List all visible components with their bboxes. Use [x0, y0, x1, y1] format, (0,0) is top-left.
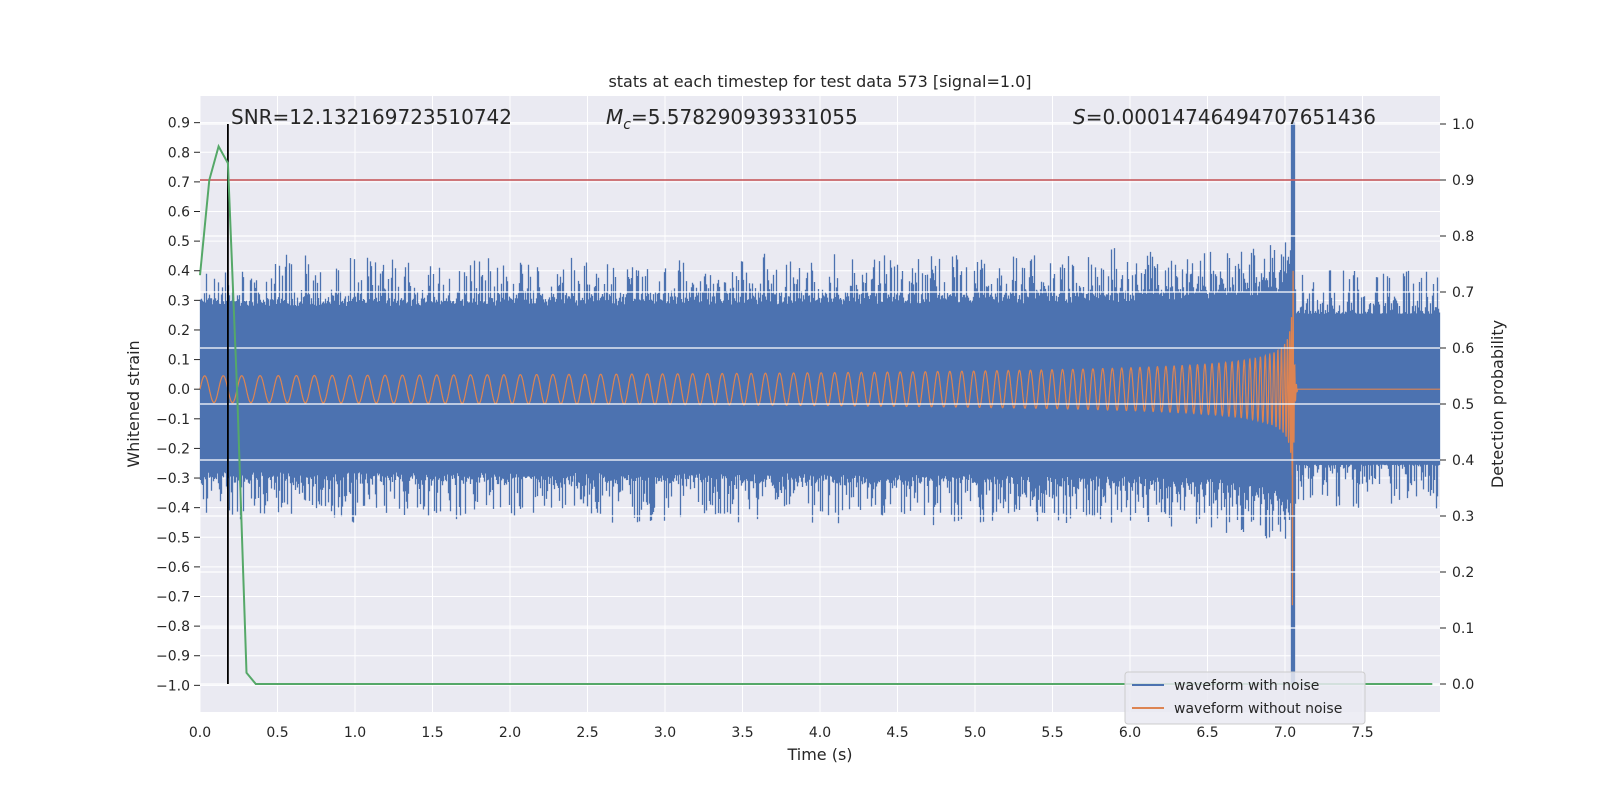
- y-tick-label: −0.6: [156, 560, 190, 576]
- y-tick-labels-left: 0.9 0.8 0.7 0.6 0.5 0.4 0.3 0.2 0.1 0.0 −0.1 −0.2 −0…: [156, 116, 200, 694]
- y-tick-label: −0.2: [156, 441, 190, 457]
- y-tick-label: 0.3: [168, 293, 190, 309]
- waveform-with-noise-trace: [199, 122, 1441, 686]
- x-tick-label: 7.0: [1274, 725, 1296, 741]
- snr-annotation: SNR=12.132169723510742: [231, 105, 512, 129]
- x-tick-label: 4.5: [886, 725, 908, 741]
- chirp-mass-annotation: Mc=5.578290939331055: [606, 105, 858, 133]
- y-tick-label: 0.4: [168, 264, 190, 280]
- x-axis-label: Time (s): [786, 745, 852, 764]
- y2-tick-label: 0.2: [1452, 565, 1474, 581]
- legend-box: [1124, 671, 1366, 725]
- y2-tick-label: 0.5: [1452, 397, 1474, 413]
- x-tick-label: 2.0: [499, 725, 521, 741]
- y2-tick-label: 0.1: [1452, 621, 1474, 637]
- y-tick-label: −0.8: [156, 619, 190, 635]
- x-tick-label: 2.5: [576, 725, 598, 741]
- y-axis-label-left: Whitened strain: [124, 340, 143, 467]
- x-tick-label: 5.5: [1041, 725, 1063, 741]
- x-tick-label: 4.0: [809, 725, 831, 741]
- x-tick-label: 6.5: [1196, 725, 1218, 741]
- series-waveform-with-noise: [199, 122, 1441, 686]
- x-tick-label: 1.0: [344, 725, 366, 741]
- s-value: =0.00014746494707651436: [1086, 105, 1376, 129]
- y2-tick-label: 0.6: [1452, 341, 1474, 357]
- x-tick-label: 0.0: [189, 725, 211, 741]
- y-tick-label: 0.2: [168, 323, 190, 339]
- x-tick-label: 0.5: [266, 725, 288, 741]
- legend-label-clean: waveform without noise: [1174, 701, 1342, 717]
- y-tick-label: 0.5: [168, 234, 190, 250]
- x-tick-labels: 0.0 0.5 1.0 1.5 2.0 2.5 3.0 3.5 4.0 4.5 5.0 5.5 6.0 6…: [189, 725, 1374, 741]
- y-tick-label: −0.9: [156, 649, 190, 665]
- y-tick-label: −0.3: [156, 471, 190, 487]
- legend: waveform with noise waveform without noi…: [1124, 671, 1366, 725]
- y-tick-labels-right: 0.0 0.1 0.2 0.3 0.4 0.5 0.6 0.7 0.8 0.9 1.0: [1440, 117, 1474, 693]
- x-tick-label: 7.5: [1351, 725, 1373, 741]
- y-tick-label: 0.8: [168, 145, 190, 161]
- y-tick-label: 0.1: [168, 353, 190, 369]
- y-tick-label: 0.9: [168, 116, 190, 132]
- y2-tick-label: 0.9: [1452, 173, 1474, 189]
- x-tick-label: 3.0: [654, 725, 676, 741]
- y-axis-label-right: Detection probability: [1488, 320, 1507, 488]
- y2-tick-label: 0.3: [1452, 509, 1474, 525]
- y2-tick-label: 0.7: [1452, 285, 1474, 301]
- series-waveform-without-noise: [199, 270, 1440, 606]
- y2-tick-label: 0.4: [1452, 453, 1474, 469]
- x-tick-label: 3.5: [731, 725, 753, 741]
- x-tick-label: 5.0: [964, 725, 986, 741]
- chirp-mass-symbol: M: [606, 105, 623, 129]
- waveform-without-noise-trace: [199, 270, 1440, 606]
- chart-title: stats at each timestep for test data 573…: [608, 72, 1031, 91]
- y-tick-label: −1.0: [156, 678, 190, 694]
- legend-label-noise: waveform with noise: [1174, 678, 1319, 694]
- y-tick-label: −0.7: [156, 590, 190, 606]
- chirp-mass-value: =5.578290939331055: [631, 105, 858, 129]
- x-tick-label: 1.5: [421, 725, 443, 741]
- chirp-mass-subscript: c: [623, 117, 631, 133]
- y-tick-label: 0.0: [168, 382, 190, 398]
- s-annotation: S=0.00014746494707651436: [1073, 105, 1376, 129]
- x-tick-label: 6.0: [1119, 725, 1141, 741]
- y2-tick-label: 0.0: [1452, 677, 1474, 693]
- y-tick-label: −0.4: [156, 501, 190, 517]
- y2-tick-label: 1.0: [1452, 117, 1474, 133]
- series-detection-probability: [199, 143, 1433, 685]
- y-tick-label: −0.1: [156, 412, 190, 428]
- y2-tick-label: 0.8: [1452, 229, 1474, 245]
- y-tick-label: 0.7: [168, 175, 190, 191]
- s-symbol: S: [1073, 105, 1086, 129]
- y-tick-label: −0.5: [156, 530, 190, 546]
- y-tick-label: 0.6: [168, 205, 190, 221]
